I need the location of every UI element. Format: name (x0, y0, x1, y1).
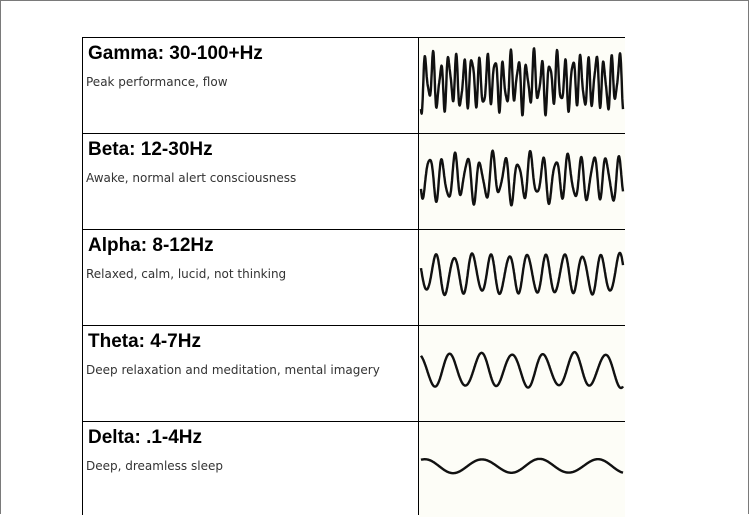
band-description: Deep relaxation and meditation, mental i… (86, 363, 380, 377)
row-divider (82, 37, 625, 38)
band-description: Awake, normal alert consciousness (86, 171, 297, 185)
waveform-cell (419, 422, 625, 517)
band-row-alpha: Alpha: 8-12Hz Relaxed, calm, lucid, not … (82, 229, 625, 325)
table-left-border (82, 37, 83, 515)
table-column-divider (418, 37, 419, 515)
band-title: Gamma: 30-100+Hz (88, 43, 263, 64)
band-title: Alpha: 8-12Hz (88, 235, 214, 256)
row-divider (82, 325, 625, 326)
band-row-theta: Theta: 4-7Hz Deep relaxation and meditat… (82, 325, 625, 421)
waveform-cell (419, 38, 625, 133)
band-row-delta: Delta: .1-4Hz Deep, dreamless sleep (82, 421, 625, 517)
waveform-cell (419, 326, 625, 421)
row-divider (82, 421, 625, 422)
waveform-line (419, 47, 625, 117)
band-title: Theta: 4-7Hz (88, 331, 201, 352)
waveform-line (420, 457, 624, 475)
theta-waveform (419, 350, 625, 390)
alpha-waveform (419, 251, 625, 297)
band-description: Relaxed, calm, lucid, not thinking (86, 267, 287, 281)
band-row-beta: Beta: 12-30Hz Awake, normal alert consci… (82, 133, 625, 229)
waveform-cell (419, 230, 625, 325)
band-description: Deep, dreamless sleep (86, 459, 223, 473)
waveform-line (419, 350, 625, 390)
waveform-cell (419, 134, 625, 229)
beta-waveform (419, 149, 625, 207)
brainwave-table: Gamma: 30-100+Hz Peak performance, flow … (82, 37, 625, 517)
band-title: Beta: 12-30Hz (88, 139, 213, 160)
delta-waveform (420, 457, 624, 475)
band-description: Peak performance, flow (86, 75, 228, 89)
band-title: Delta: .1-4Hz (88, 427, 203, 448)
gamma-waveform (419, 47, 625, 117)
row-divider (82, 133, 625, 134)
band-row-gamma: Gamma: 30-100+Hz Peak performance, flow (82, 37, 625, 133)
waveform-line (419, 251, 625, 297)
waveform-line (419, 149, 625, 207)
row-divider (82, 229, 625, 230)
